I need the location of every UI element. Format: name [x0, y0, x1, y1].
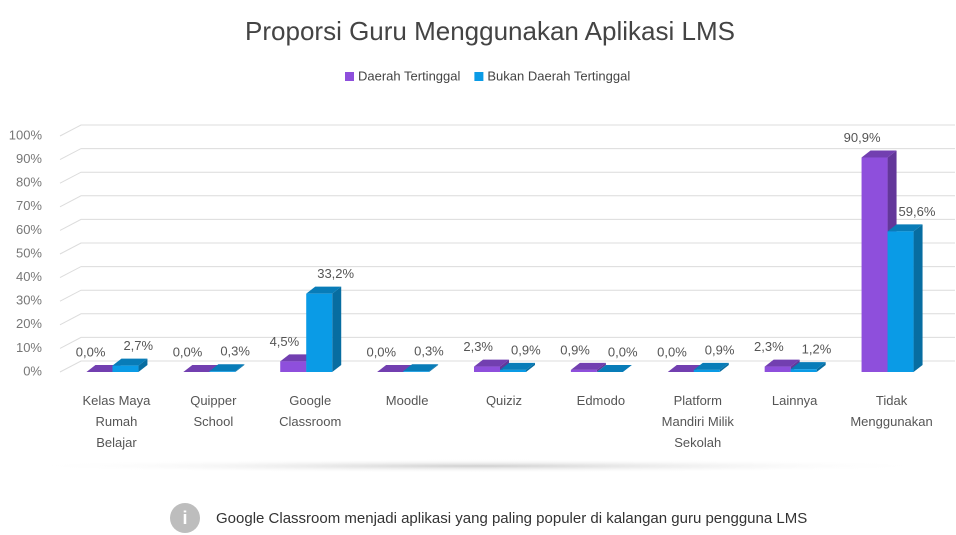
bar-top [693, 362, 729, 370]
bar [887, 231, 914, 372]
y-tick-label: 90% [16, 151, 42, 166]
bar [403, 371, 430, 372]
value-label: 0,9% [511, 342, 541, 357]
x-tick-label: Edmodo [576, 393, 626, 408]
value-label: 90,9% [844, 130, 881, 145]
bar-side [332, 286, 342, 372]
value-label: 0,0% [657, 344, 687, 359]
value-label: 0,9% [705, 342, 735, 357]
x-tick-label: Quipper School [190, 393, 237, 429]
grid-line [59, 313, 955, 326]
bar-top [209, 364, 245, 372]
y-tick-label: 100% [9, 127, 43, 142]
bar [570, 369, 597, 372]
value-label: 2,3% [754, 339, 784, 354]
value-label: 0,3% [220, 344, 250, 359]
bar-top [403, 364, 439, 372]
y-tick-label: 10% [16, 340, 42, 355]
value-label: 0,0% [173, 344, 203, 359]
value-label: 4,5% [270, 334, 300, 349]
bar-top [474, 359, 509, 367]
bar [474, 366, 500, 372]
bar [280, 361, 307, 372]
value-label: 0,0% [366, 344, 396, 359]
bar-top [183, 365, 219, 372]
bar-top [570, 362, 606, 370]
value-label: 0,0% [608, 344, 638, 359]
grid-line [59, 195, 955, 208]
bar [764, 366, 791, 372]
x-tick-label: Lainnya [771, 393, 818, 408]
value-label: 59,6% [899, 204, 936, 219]
legend-swatch [474, 72, 484, 81]
grid-line [59, 171, 955, 184]
bar [693, 369, 720, 372]
x-tick-label: Google Classroom [279, 393, 342, 429]
bar [500, 369, 526, 372]
bar-side [429, 364, 439, 372]
grid-line [59, 124, 955, 137]
grid-line [59, 218, 955, 231]
grid-line [59, 242, 955, 255]
grid-line [59, 360, 955, 373]
y-tick-label: 30% [16, 293, 42, 308]
bar-top [112, 358, 148, 366]
value-label: 1,2% [802, 342, 832, 357]
legend-label: Bukan Daerah Tertinggal [487, 68, 630, 83]
chart-title: Proporsi Guru Menggunakan Aplikasi LMS [245, 16, 735, 46]
x-tick-label: Platform Mandiri Milik Sekolah [661, 393, 734, 450]
bar-side [913, 224, 923, 372]
note: Google Classroom menjadi aplikasi yang p… [216, 510, 807, 527]
bar-side [526, 362, 535, 372]
bar-side [816, 362, 826, 372]
x-tick-label: Tidak Menggunakan [850, 393, 933, 429]
bar [790, 369, 817, 372]
y-tick-label: 0% [23, 363, 42, 378]
y-tick-label: 60% [16, 222, 42, 237]
x-tick-label: Kelas Maya Rumah Belajar [82, 393, 151, 450]
value-label: 2,7% [123, 338, 153, 353]
info-icon [170, 503, 200, 533]
bar-side [138, 358, 148, 372]
y-tick-label: 80% [16, 175, 42, 190]
value-label: 0,9% [560, 342, 590, 357]
y-tick-label: 40% [16, 269, 42, 284]
bar-top [377, 365, 413, 372]
bar-top [790, 362, 826, 370]
divider-shadow [18, 459, 938, 473]
x-tick-label: Moodle [385, 393, 429, 408]
grid-line [59, 266, 955, 279]
bar-side [596, 362, 606, 372]
legend-swatch [345, 72, 354, 81]
value-label: 0,0% [76, 344, 106, 359]
grid-line [59, 289, 955, 302]
y-tick-label: 70% [16, 198, 42, 213]
bar-top [500, 362, 535, 370]
bar-side [719, 362, 729, 372]
legend-label: Daerah Tertinggal [358, 68, 460, 83]
info-icon-glyph: i [182, 508, 187, 528]
value-label: 0,3% [414, 344, 444, 359]
value-label: 2,3% [463, 339, 493, 354]
bar-side [235, 364, 245, 372]
bar-top [596, 365, 632, 372]
grid-line [59, 148, 955, 161]
bar [306, 293, 333, 372]
bar-top [887, 224, 923, 232]
bar-top [764, 359, 800, 367]
bar [209, 371, 236, 372]
bar [112, 365, 139, 372]
bar-top [861, 150, 897, 158]
y-tick-label: 50% [16, 245, 42, 260]
bar-top [306, 286, 342, 294]
y-tick-label: 20% [16, 316, 42, 331]
value-label: 33,2% [317, 266, 354, 281]
grid-line [59, 336, 955, 349]
x-tick-label: Quiziz [485, 393, 523, 408]
bar [861, 157, 888, 372]
